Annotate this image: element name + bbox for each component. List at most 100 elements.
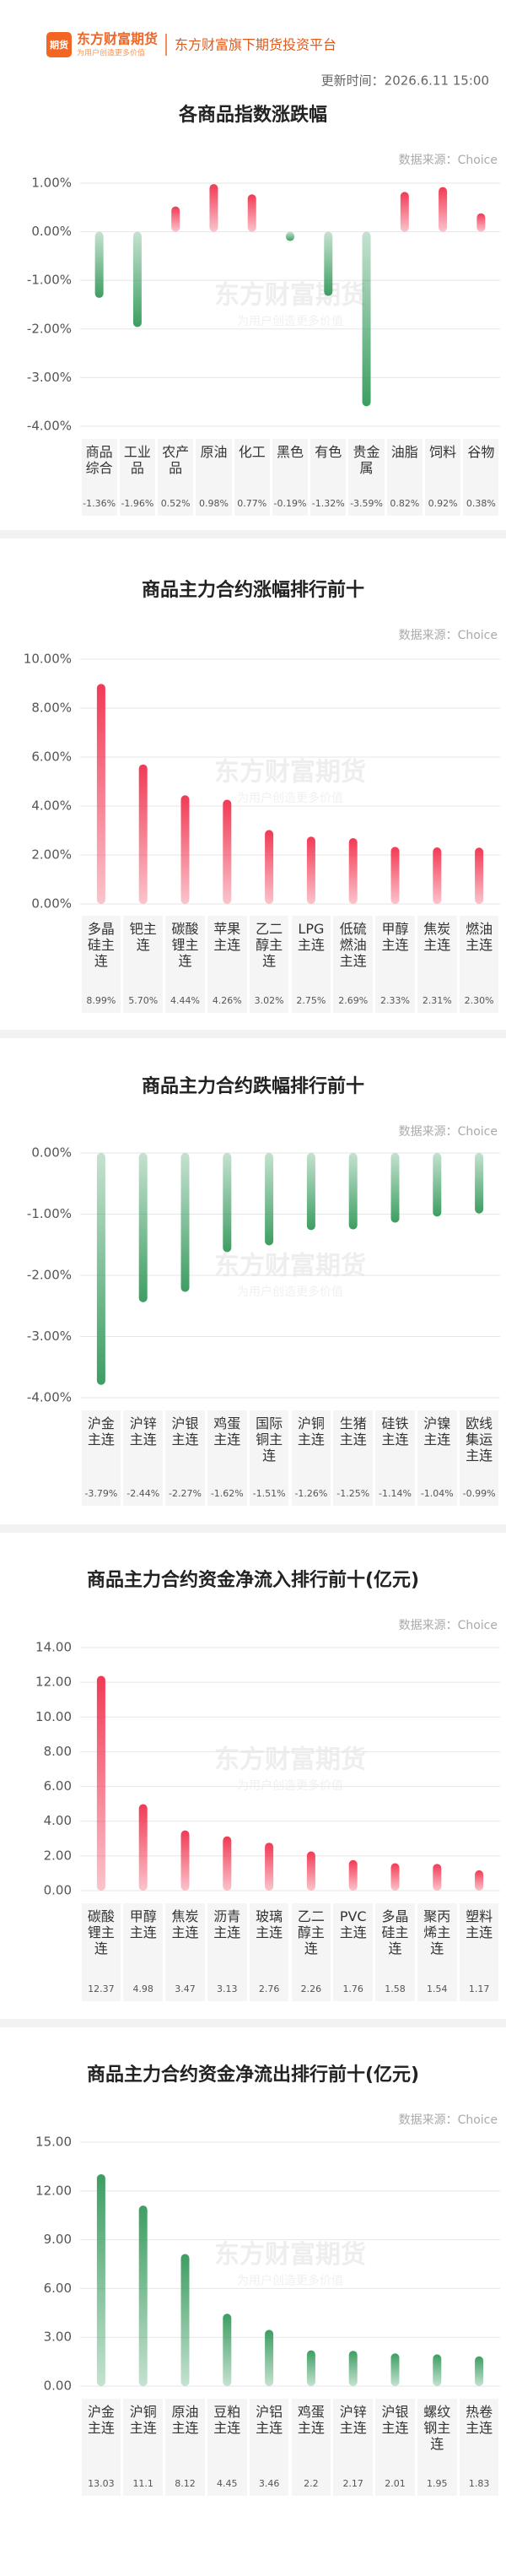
category-cell: 国际铜主连 -1.51% xyxy=(249,1410,289,1506)
bar xyxy=(138,1804,148,1891)
x-tick-label: 沪铜主连 xyxy=(129,2404,157,2436)
category-cell: 饲料 0.92% xyxy=(424,439,461,516)
watermark: 东方财富期货 xyxy=(214,1745,366,1775)
bar xyxy=(348,2351,358,2386)
category-cell: 多晶硅主连 1.58 xyxy=(375,1903,415,2001)
bar xyxy=(209,184,218,232)
bar xyxy=(433,1864,442,1891)
chart-title: 商品主力合约资金净流出排行前十(亿元) xyxy=(87,2064,419,2086)
x-tick-label: 国际铜主连 xyxy=(256,1415,283,1464)
bar xyxy=(223,2314,232,2386)
x-tick-label: 乙二醇主连 xyxy=(256,921,283,969)
category-cell: PVC主连 1.76 xyxy=(333,1903,374,2001)
x-tick-label: 沪镍主连 xyxy=(423,1415,451,1448)
x-tick-label: 沥青主连 xyxy=(213,1908,241,1940)
value-label: -1.14% xyxy=(379,1488,412,1499)
x-tick-label: 苹果主连 xyxy=(213,921,241,953)
value-label: 11.1 xyxy=(132,2478,153,2489)
bar xyxy=(475,1870,484,1891)
x-tick-label: 饲料 xyxy=(429,444,457,460)
category-cell: 低硫燃油主连 2.69% xyxy=(333,916,374,1013)
value-label: 3.46 xyxy=(258,2478,280,2489)
bar xyxy=(390,847,400,904)
bar xyxy=(223,1153,232,1253)
y-tick-label: 2.00% xyxy=(31,847,72,863)
bar xyxy=(433,2354,442,2386)
data-source: 数据来源：Choice xyxy=(399,1125,498,1139)
bar xyxy=(476,213,486,232)
value-label: 1.58 xyxy=(385,1983,406,1994)
value-label: -1.36% xyxy=(83,498,116,509)
x-tick-label: 沪锌主连 xyxy=(339,2404,367,2436)
value-label: 2.17 xyxy=(342,2478,363,2489)
y-tick-label: 0.00 xyxy=(44,1883,72,1898)
x-tick-label: 有色 xyxy=(315,444,342,460)
data-source: 数据来源：Choice xyxy=(399,629,498,642)
category-cell: 沪银主连 -2.27% xyxy=(165,1410,205,1506)
y-tick-label: -4.00% xyxy=(27,419,72,434)
category-cell: 聚丙烯主连 1.54 xyxy=(417,1903,457,2001)
x-tick-label: LPG主连 xyxy=(297,921,325,953)
category-cell: 沪银主连 2.01 xyxy=(375,2399,415,2496)
value-label: -3.59% xyxy=(350,498,383,509)
x-tick-label: 钯主连 xyxy=(129,921,157,953)
y-tick-label: 0.00 xyxy=(44,2378,72,2394)
x-tick-label: 油脂 xyxy=(390,444,418,460)
bar xyxy=(400,192,409,232)
category-cell: 商品综合 -1.36% xyxy=(81,439,117,516)
value-label: -1.62% xyxy=(210,1488,244,1499)
x-tick-label: 农产品 xyxy=(162,444,190,476)
category-cell: 原油 0.98% xyxy=(196,439,232,516)
value-label: 1.83 xyxy=(468,2478,490,2489)
update-time: 更新时间：2026.6.11 15:00 xyxy=(321,73,489,89)
y-tick-label: 14.00 xyxy=(35,1640,72,1655)
x-tick-label: 原油 xyxy=(200,444,228,460)
x-tick-label: 沪锌主连 xyxy=(129,1415,157,1448)
category-cell: 多晶硅主连 8.99% xyxy=(81,916,121,1013)
y-tick-label: -2.00% xyxy=(27,321,72,336)
x-tick-label: 生猪主连 xyxy=(339,1415,367,1448)
x-tick-label: 甲醇主连 xyxy=(129,1908,157,1940)
bar xyxy=(96,1675,105,1891)
value-label: 3.47 xyxy=(175,1983,196,1994)
bar xyxy=(138,2205,148,2386)
value-label: 0.98% xyxy=(198,498,229,509)
category-cell: 沪金主连 -3.79% xyxy=(81,1410,121,1506)
bar xyxy=(348,837,358,904)
x-tick-label: 沪铝主连 xyxy=(256,2404,283,2436)
slogan: 为用户创造更多价值 xyxy=(77,48,145,58)
category-cell: 鸡蛋主连 -1.62% xyxy=(207,1410,247,1506)
category-cell: 沪锌主连 2.17 xyxy=(333,2399,374,2496)
x-tick-label: 硅铁主连 xyxy=(381,1415,409,1448)
chart-title: 商品主力合约跌幅排行前十 xyxy=(142,1075,364,1097)
x-tick-label: 玻璃主连 xyxy=(256,1908,283,1940)
platform: 东方财富旗下期货投资平台 xyxy=(175,37,336,53)
bar xyxy=(138,1153,148,1302)
bar xyxy=(348,1859,358,1891)
category-cell: 农产品 0.52% xyxy=(158,439,194,516)
brand: 东方财富期货 xyxy=(77,31,158,47)
value-label: 0.38% xyxy=(466,498,496,509)
data-source: 数据来源：Choice xyxy=(399,154,498,167)
category-cell: 塑料主连 1.17 xyxy=(459,1903,499,2001)
y-tick-label: -4.00% xyxy=(27,1390,72,1405)
category-cell: 豆粕主连 4.45 xyxy=(207,2399,247,2496)
category-cell: 化工 0.77% xyxy=(234,439,270,516)
category-cell: 沪铜主连 11.1 xyxy=(123,2399,164,2496)
bar xyxy=(265,1843,274,1891)
category-cell: 沥青主连 3.13 xyxy=(207,1903,247,2001)
value-label: 3.02% xyxy=(254,995,284,1006)
category-cell: 原油主连 8.12 xyxy=(165,2399,205,2496)
value-label: 2.75% xyxy=(296,995,326,1006)
value-label: 13.03 xyxy=(88,2478,115,2489)
x-tick-label: 螺纹钢主连 xyxy=(423,2404,451,2452)
x-tick-label: 塑料主连 xyxy=(466,1908,493,1940)
bar xyxy=(390,2353,400,2386)
bar xyxy=(475,847,484,904)
y-tick-label: -1.00% xyxy=(27,1206,72,1221)
watermark: 东方财富期货 xyxy=(214,281,366,311)
category-cell: 焦炭主连 2.31% xyxy=(417,916,457,1013)
value-label: 2.30% xyxy=(464,995,494,1006)
x-tick-label: 沪铜主连 xyxy=(297,1415,325,1448)
